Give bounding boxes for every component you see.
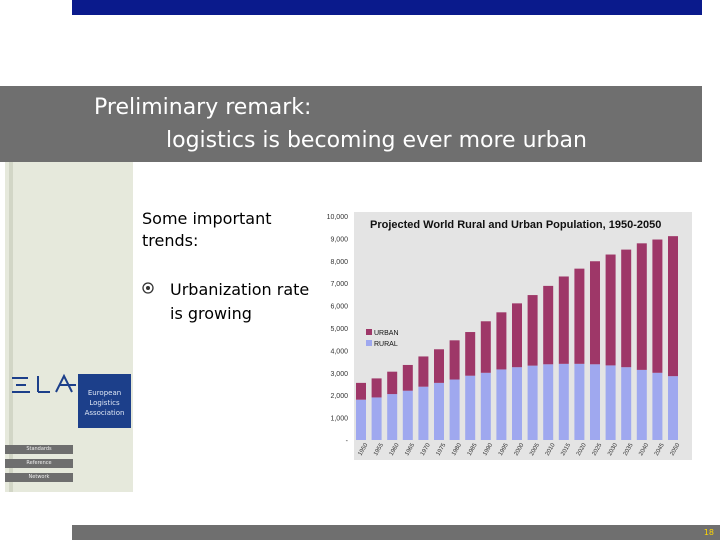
bar-rural-2030 [605, 365, 616, 440]
bar-urban-1960 [387, 371, 398, 395]
slide-title-line1: Preliminary remark: [94, 95, 312, 120]
bar-urban-1980 [449, 340, 460, 380]
bar-rural-1970 [418, 386, 429, 440]
bar-rural-1995 [496, 369, 507, 440]
bar-rural-1985 [465, 375, 476, 440]
title-band [0, 86, 702, 162]
bottom-bar: 18 [72, 525, 720, 540]
slide-title-line2: logistics is becoming ever more urban [166, 128, 587, 153]
bar-rural-1980 [449, 379, 460, 440]
logo-text-line2: Logistics [89, 399, 120, 407]
bar-rural-2045 [652, 372, 663, 440]
bar-urban-2050 [668, 236, 678, 377]
bar-rural-2040 [636, 369, 647, 440]
bar-rural-2015 [558, 363, 569, 440]
trends-heading: Some important trends: [142, 209, 272, 250]
y-tick-label: 4,000 [330, 348, 348, 355]
bar-rural-1965 [402, 390, 413, 440]
population-chart: Projected World Rural and Urban Populati… [322, 210, 694, 462]
bar-urban-2005 [527, 295, 538, 366]
y-tick-label: 1,000 [330, 416, 348, 423]
bar-rural-1960 [387, 394, 398, 440]
side-panel-stripe [9, 162, 13, 492]
bar-urban-2040 [636, 243, 647, 370]
bar-urban-2045 [652, 239, 663, 373]
bar-rural-1950 [356, 399, 366, 440]
logo-text-line1: European [87, 389, 122, 397]
bar-urban-2030 [605, 254, 616, 366]
legend-label-urban: URBAN [374, 330, 399, 337]
legend-swatch-urban [366, 329, 372, 335]
chart-title: Projected World Rural and Urban Populati… [370, 219, 661, 231]
bar-urban-1995 [496, 312, 507, 370]
bar-urban-1965 [402, 364, 413, 391]
bar-urban-1990 [480, 321, 491, 373]
side-panel [5, 162, 133, 492]
bar-rural-2005 [527, 365, 538, 440]
side-tab-reference: Reference [5, 459, 73, 468]
y-tick-label: 5,000 [330, 326, 348, 333]
page-number: 18 [703, 528, 714, 537]
bar-urban-1955 [371, 378, 382, 398]
side-tab-network: Network [5, 473, 73, 482]
circle-bullet-icon [142, 282, 154, 294]
top-accent-bar [72, 0, 702, 15]
bar-rural-2000 [512, 367, 522, 440]
bar-rural-2025 [590, 364, 600, 440]
bar-urban-2025 [590, 261, 600, 365]
y-tick-label: 10,000 [327, 214, 349, 221]
bar-rural-1975 [434, 382, 444, 440]
bar-urban-2000 [512, 303, 522, 368]
bar-urban-2015 [558, 276, 569, 364]
ela-logo-icon [12, 373, 76, 393]
bar-urban-2020 [574, 268, 585, 364]
logo-text-line3: Association [84, 409, 125, 417]
bar-rural-1955 [371, 397, 382, 440]
bar-urban-1975 [434, 349, 444, 383]
bar-urban-1985 [465, 332, 476, 376]
side-tab-standards: Standards [5, 445, 73, 454]
bar-urban-1970 [418, 356, 429, 387]
bar-rural-1990 [480, 372, 491, 440]
y-tick-label: 2,000 [330, 393, 348, 400]
y-tick-label: 9,000 [330, 236, 348, 243]
bar-urban-1950 [356, 382, 366, 400]
bar-urban-2010 [543, 285, 554, 365]
y-tick-label: 3,000 [330, 371, 348, 378]
ela-logo-box: European Logistics Association [78, 374, 131, 428]
y-tick-label: 8,000 [330, 259, 348, 266]
y-tick-label: 6,000 [330, 304, 348, 311]
y-tick-label: 7,000 [330, 281, 348, 288]
y-tick-label: - [346, 438, 349, 445]
legend-swatch-rural [366, 340, 372, 346]
bullet-text: Urbanization rate is growing [170, 280, 310, 323]
bar-rural-2010 [543, 364, 554, 440]
bar-rural-2020 [574, 363, 585, 440]
bar-rural-2035 [621, 367, 632, 440]
bar-rural-2050 [668, 376, 678, 440]
bar-urban-2035 [621, 249, 632, 368]
legend-label-rural: RURAL [374, 341, 398, 348]
